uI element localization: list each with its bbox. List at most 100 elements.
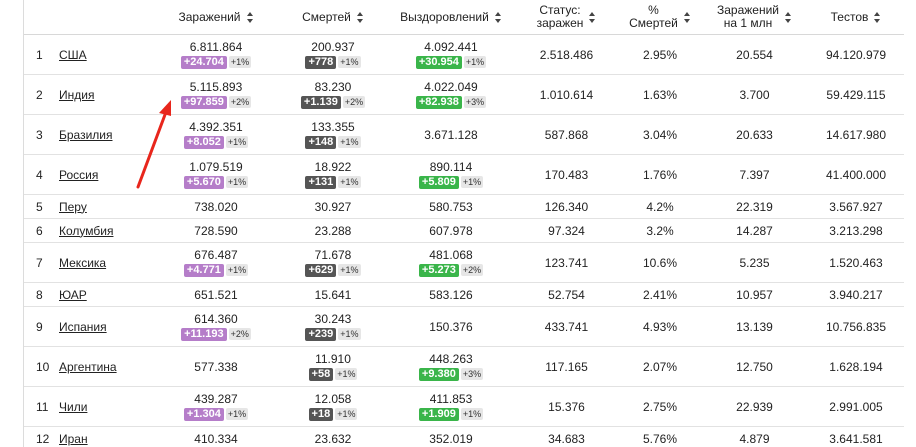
- cases-pct-badge: +1%: [225, 176, 249, 189]
- recovered-cell: 4.092.441 +30.954 +1%: [388, 34, 514, 75]
- tests-cell: 3.940.217: [808, 282, 904, 307]
- table-row: 6 Колумбия 728.590 23.288 607.978 97.324 3.2% 1…: [24, 218, 904, 243]
- row-index: 3: [24, 114, 57, 155]
- country-link[interactable]: Иран: [59, 431, 88, 446]
- sort-icon[interactable]: [246, 11, 254, 23]
- per-million-cell: 22.319: [701, 194, 808, 219]
- death-pct-cell: 1.63%: [619, 74, 701, 115]
- cases-delta: +11.193 +2%: [156, 327, 276, 341]
- tests-cell: 41.400.000: [808, 154, 904, 195]
- recovered-value: 583.126: [429, 287, 473, 302]
- table-row: 11 Чили 439.287 +1.304 +1% 12.058 +18 +1% 411.85…: [24, 386, 904, 427]
- deaths-pct-badge: +1%: [338, 136, 361, 149]
- country-link[interactable]: Испания: [59, 319, 107, 334]
- sort-icon[interactable]: [874, 11, 881, 23]
- sort-icon[interactable]: [356, 11, 364, 23]
- deaths-pct-badge: +1%: [338, 264, 361, 277]
- deaths-new-badge: +148: [305, 135, 337, 149]
- tests-cell: 3.213.298: [808, 218, 904, 243]
- death-pct-cell: 3.2%: [619, 218, 701, 243]
- country-cell: Колумбия: [57, 218, 154, 243]
- country-link[interactable]: Чили: [59, 399, 88, 414]
- country-link[interactable]: Перу: [59, 199, 87, 214]
- deaths-cell: 133.355 +148 +1%: [278, 114, 388, 155]
- recovered-delta: +82.938 +3%: [390, 95, 512, 109]
- deaths-new-badge: +239: [305, 327, 337, 341]
- recovered-value: 448.263: [429, 352, 473, 367]
- header-active[interactable]: Статус: заражен: [514, 0, 619, 35]
- recovered-new-badge: +30.954: [415, 55, 462, 69]
- recovered-value: 580.753: [429, 199, 473, 214]
- header-pct-line1: %: [648, 3, 659, 17]
- tests-cell: 1.628.194: [808, 346, 904, 387]
- sort-icon[interactable]: [494, 11, 502, 23]
- cases-delta: +24.704 +1%: [156, 55, 276, 69]
- sort-icon[interactable]: [589, 11, 596, 23]
- country-link[interactable]: Бразилия: [59, 127, 113, 142]
- country-cell: Перу: [57, 194, 154, 219]
- header-deaths-label: Смертей: [302, 9, 351, 24]
- country-link[interactable]: Колумбия: [59, 223, 114, 238]
- active-cell: 170.483: [514, 154, 619, 195]
- row-index: 11: [24, 386, 57, 427]
- country-cell: США: [57, 34, 154, 75]
- sort-icon[interactable]: [785, 11, 792, 23]
- country-link[interactable]: Мексика: [59, 255, 107, 270]
- recovered-pct-badge: +3%: [460, 368, 484, 381]
- table-row: 5 Перу 738.020 30.927 580.753 126.340 4.2% 22.3…: [24, 194, 904, 219]
- header-deaths[interactable]: Смертей: [278, 0, 388, 35]
- recovered-cell: 3.671.128: [388, 114, 514, 155]
- tests-cell: 94.120.979: [808, 34, 904, 75]
- deaths-delta: +58 +1%: [280, 367, 386, 381]
- cases-new-badge: +8.052: [183, 135, 224, 149]
- header-per-million[interactable]: Заражений на 1 млн: [701, 0, 808, 35]
- per-million-cell: 4.879: [701, 426, 808, 447]
- cases-value: 5.115.893: [189, 80, 243, 95]
- header-permil-line1: Заражений: [716, 3, 779, 17]
- table-row: 2 Индия 5.115.893 +97.859 +2% 83.230 +1.139 +2%…: [24, 74, 904, 115]
- cases-value: 439.287: [194, 392, 238, 407]
- country-link[interactable]: США: [59, 47, 87, 62]
- deaths-pct-badge: +1%: [338, 56, 361, 69]
- country-link[interactable]: Россия: [59, 167, 99, 182]
- header-death-pct[interactable]: % Смертей: [619, 0, 701, 35]
- recovered-cell: 890.114 +5.809 +1%: [388, 154, 514, 195]
- recovered-pct-badge: +3%: [463, 96, 487, 109]
- cases-cell: 6.811.864 +24.704 +1%: [154, 34, 278, 75]
- deaths-cell: 30.927: [278, 194, 388, 219]
- country-cell: ЮАР: [57, 282, 154, 307]
- header-tests[interactable]: Тестов: [808, 0, 904, 35]
- cases-pct-badge: +1%: [225, 264, 249, 277]
- header-cases[interactable]: Заражений: [154, 0, 278, 35]
- cases-delta: +1.304 +1%: [156, 407, 276, 421]
- deaths-delta: +148 +1%: [280, 135, 386, 149]
- deaths-new-badge: +629: [305, 263, 337, 277]
- tests-cell: 3.641.581: [808, 426, 904, 447]
- header-tests-label: Тестов: [830, 9, 869, 24]
- cases-cell: 577.338: [154, 346, 278, 387]
- active-cell: 117.165: [514, 346, 619, 387]
- deaths-value: 11.910: [315, 352, 351, 367]
- deaths-pct-badge: +1%: [335, 408, 358, 421]
- country-cell: Индия: [57, 74, 154, 115]
- table-row: 4 Россия 1.079.519 +5.670 +1% 18.922 +131 +1% 89…: [24, 154, 904, 195]
- country-link[interactable]: Аргентина: [59, 359, 117, 374]
- country-link[interactable]: Индия: [59, 87, 95, 102]
- death-pct-cell: 2.95%: [619, 34, 701, 75]
- active-cell: 2.518.486: [514, 34, 619, 75]
- per-million-cell: 5.235: [701, 242, 808, 283]
- stats-table-panel: Заражений Смертей Выздоровлений Статус: з…: [23, 0, 916, 447]
- cases-value: 1.079.519: [189, 160, 243, 175]
- row-index: 5: [24, 194, 57, 219]
- table-row: 8 ЮАР 651.521 15.641 583.126 52.754 2.41% 10.95…: [24, 282, 904, 307]
- recovered-new-badge: +82.938: [415, 95, 462, 109]
- header-recovered[interactable]: Выздоровлений: [388, 0, 514, 35]
- sort-icon[interactable]: [683, 11, 691, 23]
- table-row: 9 Испания 614.360 +11.193 +2% 30.243 +239 +1% 15…: [24, 306, 904, 347]
- deaths-value: 30.243: [314, 312, 352, 327]
- country-cell: Россия: [57, 154, 154, 195]
- deaths-new-badge: +778: [305, 55, 337, 69]
- deaths-cell: 30.243 +239 +1%: [278, 306, 388, 347]
- country-link[interactable]: ЮАР: [59, 287, 87, 302]
- deaths-pct-badge: +2%: [342, 96, 366, 109]
